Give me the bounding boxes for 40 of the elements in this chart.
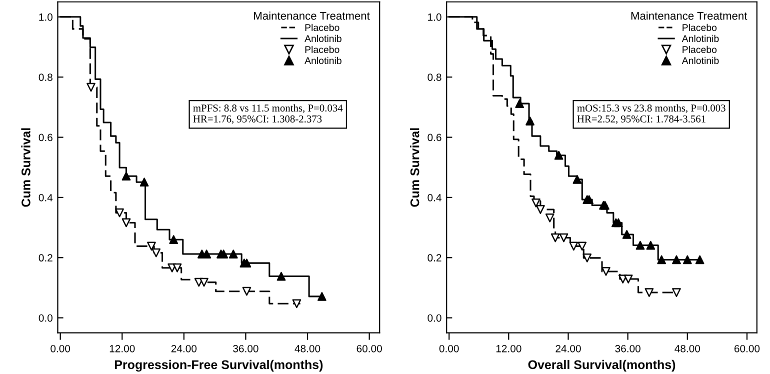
x-tick-label: 36.00 <box>233 344 258 352</box>
x-tick-label: 24.00 <box>171 344 197 352</box>
legend-label: Anlotinib <box>304 34 342 42</box>
x-tick-label: 48.00 <box>294 344 320 352</box>
y-axis-title: Cum Survival <box>410 128 420 207</box>
y-tick-label: 0.8 <box>428 74 442 81</box>
y-tick-label: 0.4 <box>38 194 53 202</box>
legend-label: Placebo <box>682 46 717 54</box>
annotation: mPFS: 8.8 vs 11.5 months, P=0.034 HR=1.76, 95%CI: 1.308-2.373 <box>193 104 343 124</box>
legend-label: Placebo <box>305 24 340 32</box>
x-tick-label: 36.00 <box>615 344 640 352</box>
x-tick-label: 12.00 <box>496 344 522 352</box>
x-tick-label: 0.00 <box>50 344 70 352</box>
y-tick-label: 1.0 <box>39 13 52 21</box>
legend-label: Placebo <box>305 46 340 54</box>
y-tick-label: 0.8 <box>38 74 52 81</box>
x-tick-label: 24.00 <box>556 344 581 352</box>
y-tick-label: 0.6 <box>38 134 52 142</box>
x-axis-title: Progression-Free Survival(months) <box>114 360 323 372</box>
y-axis-title: Cum Survival <box>21 128 30 207</box>
y-tick-label: 1.0 <box>428 13 442 21</box>
x-tick-label: 12.00 <box>110 344 135 352</box>
legend-title: Maintenance Treatment <box>254 12 370 20</box>
legend-label: Anlotinib <box>304 56 342 64</box>
x-tick-label: 48.00 <box>674 344 700 352</box>
y-tick-label: 0.4 <box>428 194 442 202</box>
legend-label: Anlotinib <box>682 56 719 64</box>
legend-label: Placebo <box>682 24 717 32</box>
y-tick-label: 0.0 <box>428 314 442 322</box>
x-tick-label: 60.00 <box>734 344 760 352</box>
legend-label: Anlotinib <box>682 34 719 42</box>
x-tick-label: 0.00 <box>439 344 459 352</box>
y-tick-label: 0.2 <box>38 254 52 262</box>
x-tick-label: 60.00 <box>356 344 382 352</box>
y-tick-label: 0.6 <box>428 134 442 142</box>
x-axis-title: Overall Survival(months) <box>528 360 676 372</box>
legend-title: Maintenance Treatment <box>631 12 748 20</box>
y-tick-label: 0.0 <box>38 314 52 322</box>
y-tick-label: 0.2 <box>428 254 442 262</box>
annotation: mOS:15.3 vs 23.8 months, P=0.003 HR=2.52, 95%CI: 1.784-3.561 <box>577 104 726 124</box>
